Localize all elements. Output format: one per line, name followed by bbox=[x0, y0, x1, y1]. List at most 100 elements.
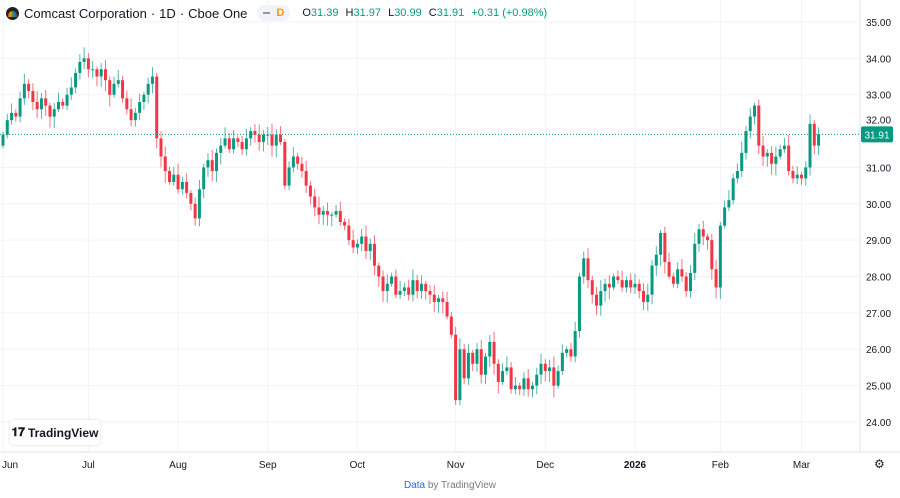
candle-down bbox=[787, 145, 791, 172]
change-value: +0.31 (+0.98%) bbox=[471, 7, 548, 19]
candle-up bbox=[411, 280, 415, 295]
candle-up bbox=[817, 134, 821, 146]
candle-up bbox=[624, 280, 628, 288]
candle-up bbox=[676, 269, 680, 284]
candle-up bbox=[69, 87, 73, 95]
candle-up bbox=[291, 156, 295, 168]
time-tick-label: Nov bbox=[447, 460, 465, 471]
price-tick-label: 28.00 bbox=[866, 273, 891, 284]
price-tick-label: 26.00 bbox=[866, 345, 891, 356]
candle-up bbox=[99, 69, 103, 77]
candle-up bbox=[91, 69, 95, 71]
candle-down bbox=[791, 171, 795, 179]
candle-up bbox=[778, 149, 782, 157]
time-tick-label: Dec bbox=[536, 460, 554, 471]
candle-up bbox=[565, 349, 569, 353]
candle-up bbox=[697, 229, 701, 244]
candle-up bbox=[646, 294, 650, 302]
candle-up bbox=[202, 167, 206, 190]
data-link[interactable]: Data bbox=[403, 480, 426, 491]
candle-down bbox=[283, 141, 287, 186]
candle-down bbox=[168, 171, 172, 182]
candle-down bbox=[586, 258, 590, 281]
candle-up bbox=[573, 331, 577, 357]
interval-label[interactable]: 1D bbox=[159, 5, 176, 21]
candle-down bbox=[701, 229, 705, 237]
price-tick-label: 29.00 bbox=[866, 236, 891, 247]
candle-down bbox=[257, 134, 261, 142]
candle-up bbox=[650, 265, 654, 295]
candle-down bbox=[671, 276, 675, 284]
market-status-badge[interactable]: D bbox=[257, 5, 291, 21]
close-value: 31.91 bbox=[436, 7, 465, 19]
candle-up bbox=[727, 200, 731, 208]
candle-down bbox=[454, 334, 458, 401]
candle-down bbox=[253, 131, 257, 135]
candle-down bbox=[462, 349, 466, 379]
candle-up bbox=[782, 145, 786, 150]
candle-up bbox=[39, 98, 43, 110]
candle-down bbox=[351, 240, 355, 248]
candle-down bbox=[270, 134, 274, 146]
candle-up bbox=[718, 225, 722, 288]
candle-down bbox=[296, 156, 300, 164]
separator-dot: · bbox=[150, 5, 156, 21]
candle-up bbox=[82, 58, 86, 62]
candle-down bbox=[595, 294, 599, 306]
candle-up bbox=[402, 287, 406, 292]
candle-down bbox=[300, 163, 304, 172]
candle-up bbox=[612, 276, 616, 288]
candle-down bbox=[377, 265, 381, 277]
candle-up bbox=[206, 160, 210, 168]
candle-down bbox=[95, 69, 99, 77]
settings-gear-icon[interactable]: ⚙ bbox=[874, 457, 885, 471]
candle-down bbox=[441, 298, 445, 302]
candle-up bbox=[522, 378, 526, 390]
candle-down bbox=[620, 280, 624, 288]
candle-down bbox=[44, 98, 48, 106]
candle-up bbox=[116, 80, 120, 84]
candle-up bbox=[633, 283, 637, 288]
time-tick-label: Jun bbox=[2, 460, 18, 471]
candle-up bbox=[330, 214, 334, 216]
close-label: C bbox=[428, 7, 437, 19]
candle-up bbox=[582, 258, 586, 277]
candle-down bbox=[757, 105, 761, 146]
candle-up bbox=[112, 83, 116, 95]
candle-down bbox=[159, 138, 163, 157]
candle-up bbox=[765, 152, 769, 157]
price-tick-label: 33.00 bbox=[866, 91, 891, 102]
time-tick-label: Oct bbox=[350, 460, 366, 471]
candle-down bbox=[590, 280, 594, 295]
candle-down bbox=[236, 138, 240, 142]
ohlc-values: O31.39 H31.97 L30.99 C31.91 +0.31 (+0.98… bbox=[298, 7, 547, 19]
candle-up bbox=[146, 83, 150, 95]
time-tick-label: Sep bbox=[259, 460, 277, 471]
candle-up bbox=[488, 341, 492, 357]
candle-down bbox=[415, 280, 419, 292]
candle-down bbox=[27, 83, 31, 92]
candle-up bbox=[693, 243, 697, 273]
candle-down bbox=[210, 160, 214, 172]
candle-up bbox=[142, 94, 146, 102]
candle-down bbox=[308, 185, 312, 197]
candle-down bbox=[616, 276, 620, 281]
candle-up bbox=[65, 94, 69, 106]
interval-badge: D bbox=[276, 7, 285, 19]
candle-up bbox=[599, 291, 603, 306]
candle-down bbox=[706, 236, 710, 241]
candle-down bbox=[304, 171, 308, 186]
candle-down bbox=[680, 269, 684, 277]
last-price-label-bg bbox=[861, 126, 893, 143]
tradingview-watermark[interactable]: 𝟏𝟕 TradingView bbox=[10, 420, 100, 445]
candle-down bbox=[492, 341, 496, 364]
time-tick-label: Jul bbox=[82, 460, 95, 471]
symbol-title[interactable]: Comcast Corporation bbox=[24, 5, 147, 21]
candle-up bbox=[748, 116, 752, 132]
candle-down bbox=[607, 283, 611, 288]
candle-down bbox=[61, 101, 65, 106]
candle-up bbox=[390, 276, 394, 284]
separator-dot: · bbox=[179, 5, 185, 21]
candle-down bbox=[642, 291, 645, 302]
